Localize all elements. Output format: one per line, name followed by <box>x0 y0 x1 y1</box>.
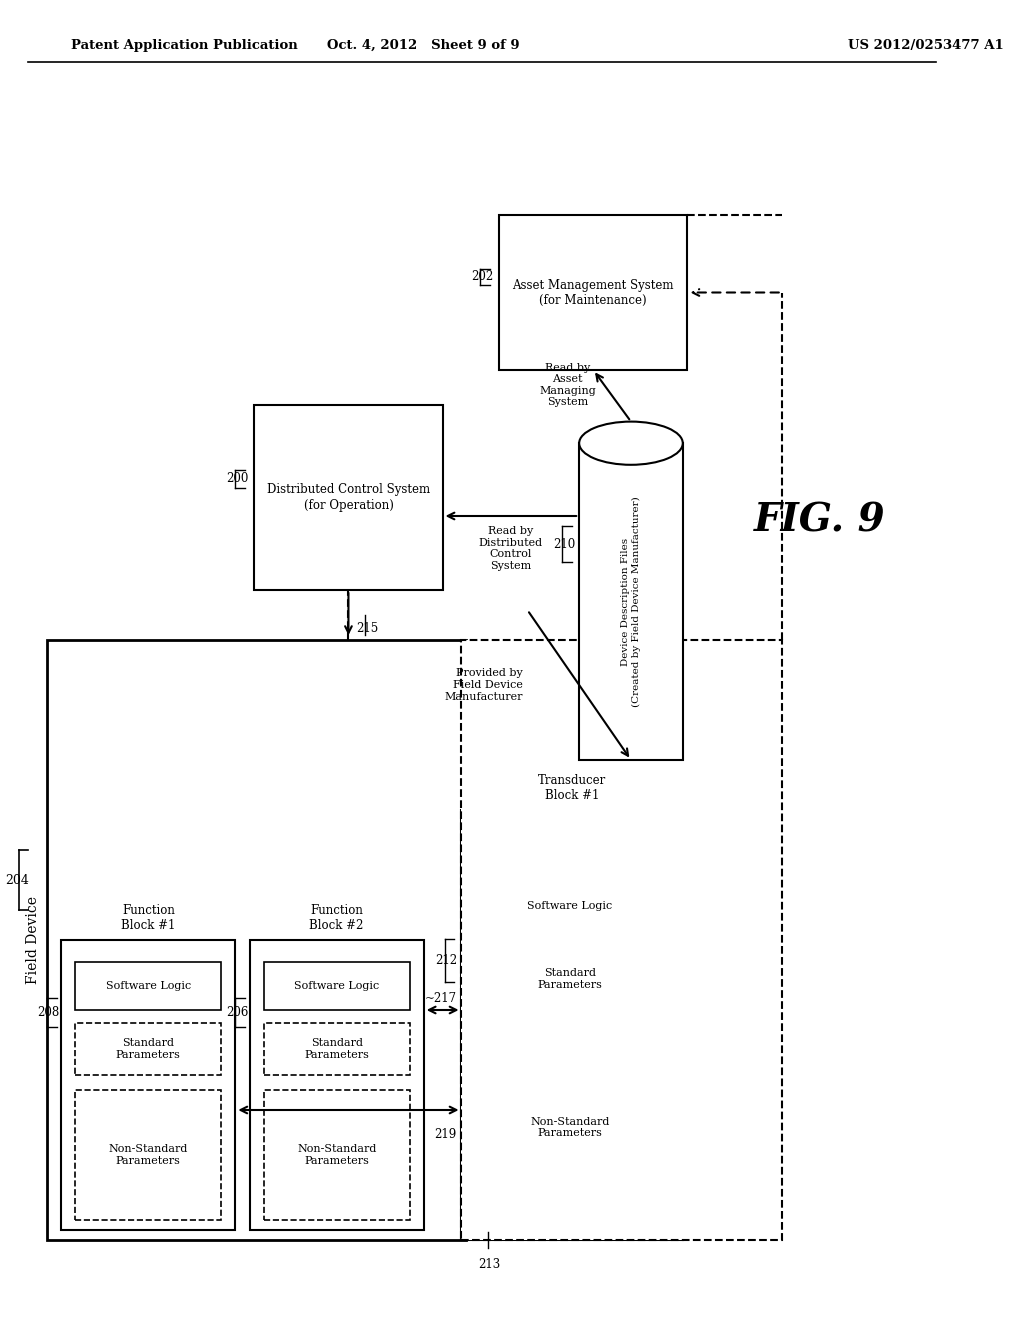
Text: Read by
Distributed
Control
System: Read by Distributed Control System <box>479 525 543 570</box>
Bar <box>61 940 236 1230</box>
Text: 213: 213 <box>478 1258 501 1271</box>
Text: 215: 215 <box>356 622 378 635</box>
Text: Read by
Asset
Managing
System: Read by Asset Managing System <box>539 363 596 408</box>
Text: FIG. 9: FIG. 9 <box>754 502 885 539</box>
Bar <box>250 940 424 1230</box>
Text: 212: 212 <box>435 954 457 968</box>
Bar <box>475 882 664 931</box>
Text: 200: 200 <box>226 473 249 486</box>
Text: Asset Management System
(for Maintenance): Asset Management System (for Maintenance… <box>513 279 674 306</box>
Ellipse shape <box>580 421 683 465</box>
Text: Function
Block #2: Function Block #2 <box>309 904 364 932</box>
Bar <box>254 405 442 590</box>
Text: Non-Standard
Parameters: Non-Standard Parameters <box>109 1144 188 1166</box>
Text: ~217: ~217 <box>425 993 457 1005</box>
Bar <box>264 962 410 1010</box>
Text: Non-Standard
Parameters: Non-Standard Parameters <box>530 1117 609 1138</box>
Text: 202: 202 <box>471 271 494 284</box>
Text: Software Logic: Software Logic <box>294 981 379 991</box>
Text: Standard
Parameters: Standard Parameters <box>538 968 602 990</box>
Text: Non-Standard
Parameters: Non-Standard Parameters <box>297 1144 377 1166</box>
Text: US 2012/0253477 A1: US 2012/0253477 A1 <box>848 38 1004 51</box>
Bar <box>76 1090 221 1220</box>
Text: Device Description Files
(Created by Field Device Manufacturer): Device Description Files (Created by Fie… <box>622 496 641 708</box>
Text: Software Logic: Software Logic <box>527 902 612 911</box>
Bar <box>475 1035 664 1220</box>
Bar <box>462 640 781 1239</box>
Text: 204: 204 <box>5 874 29 887</box>
Text: 210: 210 <box>553 537 575 550</box>
Text: Function
Block #1: Function Block #1 <box>121 904 175 932</box>
Text: 219: 219 <box>434 1129 457 1140</box>
Text: Field Device: Field Device <box>26 896 40 983</box>
Bar <box>475 942 664 1015</box>
Bar <box>264 1023 410 1074</box>
Text: Oct. 4, 2012   Sheet 9 of 9: Oct. 4, 2012 Sheet 9 of 9 <box>328 38 520 51</box>
Bar <box>580 444 683 760</box>
Bar <box>462 810 683 1239</box>
Bar <box>47 640 466 1239</box>
Text: 206: 206 <box>226 1006 249 1019</box>
Text: Distributed Control System
(for Operation): Distributed Control System (for Operatio… <box>267 483 430 511</box>
Text: Transducer
Block #1: Transducer Block #1 <box>538 774 606 803</box>
Text: Standard
Parameters: Standard Parameters <box>304 1039 369 1060</box>
Text: Software Logic: Software Logic <box>105 981 190 991</box>
Text: Standard
Parameters: Standard Parameters <box>116 1039 181 1060</box>
Bar <box>264 1090 410 1220</box>
Bar <box>76 962 221 1010</box>
Text: Patent Application Publication: Patent Application Publication <box>71 38 297 51</box>
Text: 208: 208 <box>38 1006 60 1019</box>
Bar <box>76 1023 221 1074</box>
Bar <box>499 215 687 370</box>
Text: Provided by
Field Device
Manufacturer: Provided by Field Device Manufacturer <box>444 668 522 702</box>
